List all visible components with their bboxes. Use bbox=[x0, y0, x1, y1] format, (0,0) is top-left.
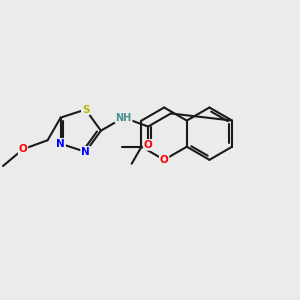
Text: NH: NH bbox=[116, 112, 132, 123]
Text: O: O bbox=[19, 144, 27, 154]
Text: N: N bbox=[56, 139, 65, 149]
Text: S: S bbox=[82, 104, 89, 115]
Text: N: N bbox=[81, 147, 90, 157]
Text: O: O bbox=[144, 140, 152, 150]
Text: O: O bbox=[160, 155, 169, 165]
